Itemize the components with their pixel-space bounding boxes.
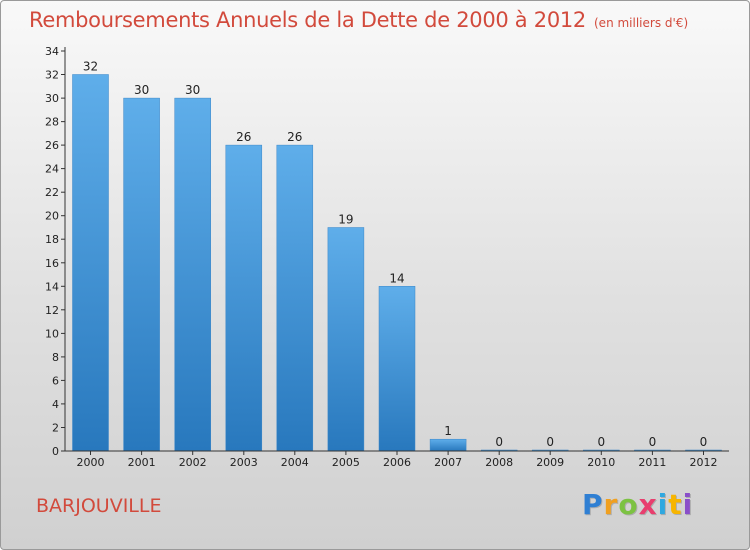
- x-tick-label-2002: 2002: [179, 456, 207, 469]
- axes-layer: 2000 2001 2002 2003 2004 2005 2006 2007 2008 2009…: [45, 45, 729, 469]
- chart-title-main: Remboursements Annuels de la Dette de 20…: [29, 8, 586, 32]
- bar-2005: [327, 227, 365, 452]
- brand-logo-letter: x: [638, 488, 658, 521]
- value-labels-layer: 32 30 30 26 26 19 14 1 0 0 0 0 0: [83, 60, 707, 450]
- bar-2004: [276, 144, 314, 452]
- x-tick-label-2001: 2001: [128, 456, 156, 469]
- value-label-2009: 0: [546, 435, 554, 449]
- x-tick-label-2008: 2008: [485, 456, 513, 469]
- bars-layer: [72, 74, 722, 452]
- x-tick-label-2009: 2009: [536, 456, 564, 469]
- x-tick-label-2004: 2004: [281, 456, 309, 469]
- value-label-2011: 0: [649, 435, 657, 449]
- bar-2002: [174, 97, 211, 452]
- value-label-2004: 26: [287, 130, 302, 144]
- chart-title: Remboursements Annuels de la Dette de 20…: [29, 8, 688, 32]
- x-tick-label-2003: 2003: [230, 456, 258, 469]
- y-tick-label-16: 16: [45, 257, 59, 270]
- bar-2001: [123, 97, 160, 452]
- y-tick-label-14: 14: [45, 280, 59, 293]
- y-tick-label-0: 0: [52, 445, 59, 458]
- y-tick-label-6: 6: [52, 374, 59, 387]
- y-tick-label-30: 30: [45, 92, 59, 105]
- x-tick-label-2011: 2011: [638, 456, 666, 469]
- x-tick-label-2012: 2012: [690, 456, 718, 469]
- x-tick-label-2010: 2010: [587, 456, 615, 469]
- brand-logo-letter: t: [668, 488, 683, 521]
- y-tick-label-2: 2: [52, 422, 59, 435]
- brand-logo-letter: r: [603, 488, 619, 521]
- chart-title-unit: (en milliers d'€): [594, 16, 689, 30]
- value-label-2008: 0: [495, 435, 503, 449]
- y-tick-label-22: 22: [45, 186, 59, 199]
- brand-logo-letter: P: [582, 488, 604, 521]
- x-tick-label-2006: 2006: [383, 456, 411, 469]
- y-tick-label-32: 32: [45, 69, 59, 82]
- x-tick-label-2007: 2007: [434, 456, 462, 469]
- y-tick-label-24: 24: [45, 163, 59, 176]
- bar-2007: [429, 438, 467, 452]
- value-label-2012: 0: [700, 435, 708, 449]
- y-tick-label-26: 26: [45, 139, 59, 152]
- brand-logo: Proxiti: [582, 488, 693, 521]
- bar-2000: [72, 74, 109, 452]
- y-tick-label-28: 28: [45, 116, 59, 129]
- y-tick-label-34: 34: [45, 45, 59, 58]
- brand-logo-letter: i: [657, 488, 669, 521]
- x-tick-label-2000: 2000: [77, 456, 105, 469]
- value-label-2002: 30: [185, 83, 200, 97]
- bar-2006: [378, 286, 416, 452]
- y-tick-label-4: 4: [52, 398, 59, 411]
- y-tick-label-12: 12: [45, 304, 59, 317]
- value-label-2010: 0: [597, 435, 605, 449]
- y-tick-label-8: 8: [52, 351, 59, 364]
- value-label-2006: 14: [389, 271, 404, 285]
- commune-name: BARJOUVILLE: [36, 495, 162, 517]
- value-label-2003: 26: [236, 130, 251, 144]
- x-tick-label-2005: 2005: [332, 456, 360, 469]
- value-label-2000: 32: [83, 60, 98, 74]
- brand-logo-letter: i: [682, 488, 694, 521]
- bar-2003: [225, 144, 263, 452]
- value-label-2007: 1: [444, 424, 452, 438]
- value-label-2005: 19: [338, 213, 353, 227]
- y-tick-label-20: 20: [45, 210, 59, 223]
- brand-logo-letter: o: [618, 488, 639, 521]
- y-tick-label-10: 10: [45, 327, 59, 340]
- y-tick-label-18: 18: [45, 233, 59, 246]
- value-label-2001: 30: [134, 83, 149, 97]
